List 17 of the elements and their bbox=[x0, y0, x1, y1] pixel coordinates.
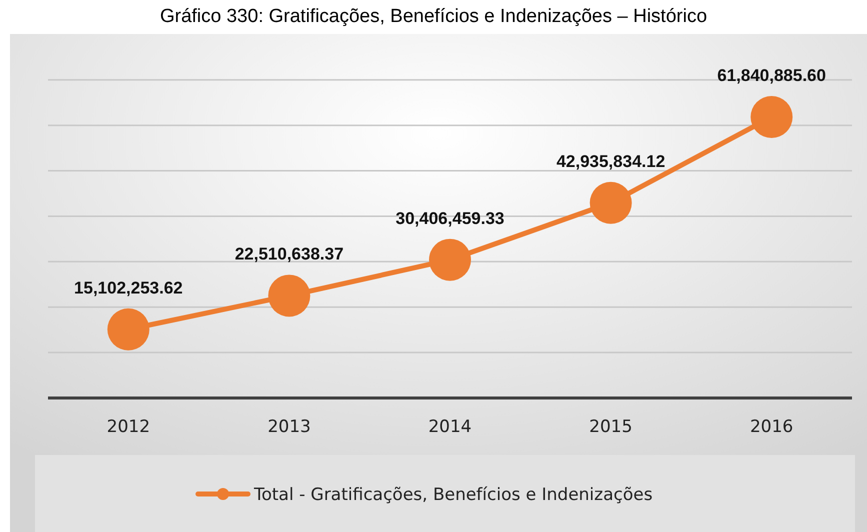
point bbox=[750, 96, 793, 138]
data-label: 30,406,459.33 bbox=[396, 208, 504, 228]
point bbox=[107, 308, 150, 350]
x-tick-label: 2013 bbox=[268, 417, 311, 437]
point bbox=[590, 182, 632, 224]
x-tick-label: 2014 bbox=[428, 417, 472, 437]
point bbox=[268, 274, 310, 317]
x-tick-label: 2015 bbox=[589, 417, 632, 437]
data-label: 61,840,885.60 bbox=[717, 66, 826, 85]
x-tick-label: 2012 bbox=[106, 417, 150, 437]
legend-label: Total - Gratificações, Benefícios e Indenizações bbox=[253, 484, 653, 505]
x-tick-label: 2016 bbox=[750, 417, 794, 437]
point bbox=[429, 238, 471, 281]
data-label: 22,510,638.37 bbox=[234, 244, 344, 264]
data-label: 42,935,834.12 bbox=[556, 152, 666, 171]
data-label: 15,102,253.62 bbox=[74, 278, 183, 298]
chart-title: Gráfico 330: Gratificações, Benefícios e Indenizações – Histórico bbox=[160, 6, 708, 27]
